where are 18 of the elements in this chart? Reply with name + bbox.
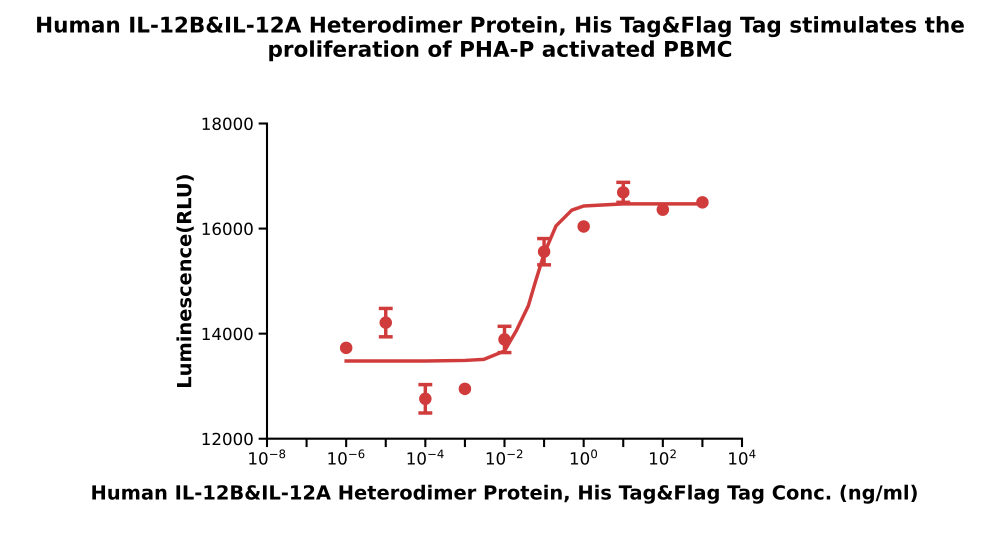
point	[340, 342, 352, 354]
point	[458, 382, 472, 396]
x-tick-label: 10$^{−6}$	[328, 449, 364, 465]
y-tick-label: 18000	[202, 117, 253, 130]
x-tick-label: 10$^{2}$	[650, 449, 676, 465]
x-tick-label: 10$^{−2}$	[486, 449, 522, 465]
point	[696, 196, 709, 209]
x-tick-label: 10$^{−4}$	[408, 450, 444, 465]
x-tick-label: 10$^{0}$	[570, 449, 598, 465]
point	[577, 220, 590, 233]
y-tick-label: 12000	[202, 432, 253, 446]
y-axis-title: Luminescence(RLU)	[176, 175, 194, 387]
x-axis-title: Human IL-12B&IL-12A Heterodimer Protein, His Tag&Flag Tag Conc. (ng/ml)	[92, 484, 917, 504]
y-tick-label: 16000	[202, 222, 253, 236]
chart-title: Human IL-12B&IL-12A Heterodimer Protein, His Tag&Flag Tag stimulates the proliferation of PHA-P activated PBMC	[37, 16, 964, 62]
x-tick-label: 10$^{−8}$	[249, 449, 286, 465]
x-tick-label: 10$^{4}$	[729, 450, 756, 465]
y-tick-label: 14000	[202, 328, 253, 340]
